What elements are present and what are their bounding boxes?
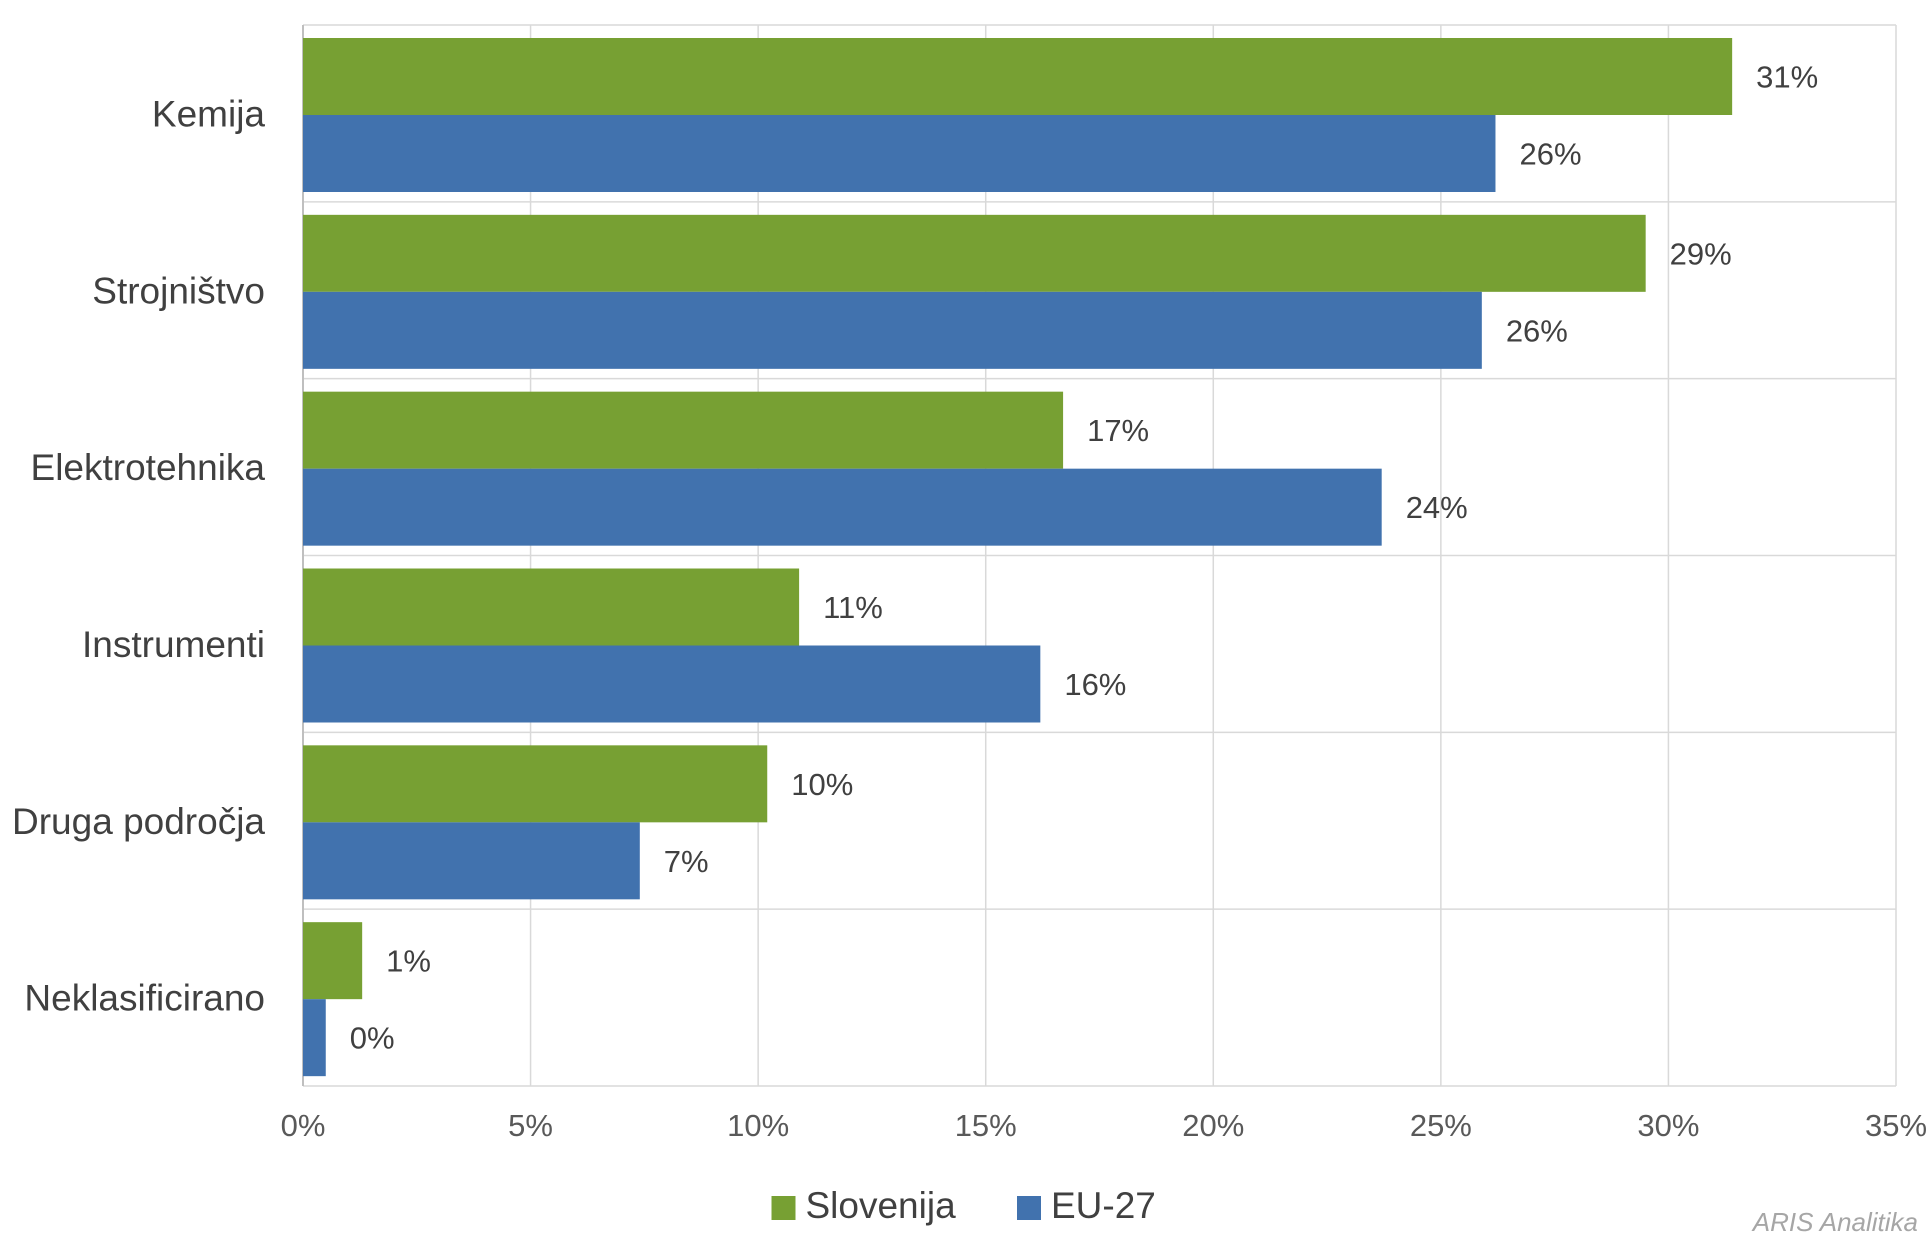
bar-slovenija bbox=[303, 214, 1646, 292]
bar-slovenija bbox=[303, 568, 800, 646]
x-tick-label: 15% bbox=[955, 1108, 1017, 1143]
x-tick-label: 30% bbox=[1637, 1108, 1699, 1143]
data-label: 31% bbox=[1756, 60, 1818, 95]
x-tick-label: 35% bbox=[1865, 1108, 1927, 1143]
x-tick-label: 25% bbox=[1410, 1108, 1472, 1143]
legend: Slovenija EU-27 bbox=[771, 1185, 1156, 1226]
category-label: Strojništvo bbox=[92, 270, 265, 311]
gridlines bbox=[302, 24, 1897, 1087]
data-label: 16% bbox=[1064, 667, 1126, 702]
bar-eu-27 bbox=[303, 115, 1496, 192]
category-label: Instrumenti bbox=[82, 624, 265, 665]
x-tick-label: 10% bbox=[727, 1108, 789, 1143]
x-tick-label: 5% bbox=[508, 1108, 553, 1143]
category-label: Kemija bbox=[152, 93, 266, 134]
legend-swatch bbox=[1017, 1196, 1041, 1220]
bar-eu-27 bbox=[303, 291, 1482, 369]
bar-slovenija bbox=[303, 391, 1064, 469]
category-labels: Kemija Strojništvo Elektrotehnika Instrumen… bbox=[12, 93, 265, 1018]
data-label: 26% bbox=[1519, 137, 1581, 172]
legend-label: EU-27 bbox=[1051, 1185, 1156, 1226]
category-label: Elektrotehnika bbox=[31, 447, 266, 488]
bar-slovenija bbox=[303, 38, 1733, 115]
data-label: 7% bbox=[664, 844, 709, 879]
bar-eu-27 bbox=[303, 999, 326, 1077]
bar-eu-27 bbox=[303, 822, 640, 900]
data-label: 10% bbox=[791, 767, 853, 802]
data-label: 26% bbox=[1506, 313, 1568, 348]
legend-swatch bbox=[771, 1196, 796, 1220]
category-label: Neklasificirano bbox=[24, 978, 265, 1019]
data-label: 29% bbox=[1670, 236, 1732, 271]
bar-slovenija bbox=[303, 922, 363, 1000]
data-label: 11% bbox=[823, 590, 883, 625]
data-label: 24% bbox=[1406, 490, 1468, 525]
data-labels: 31% 29% 17% 11% 10% 1% 26% 26% 24% 16% 7% 0% bbox=[350, 60, 1818, 1056]
x-axis-tick-labels: 0% 5% 10% 15% 20% 25% 30% 35% bbox=[281, 1108, 1927, 1143]
bar-eu-27 bbox=[303, 468, 1382, 546]
bars bbox=[303, 38, 1733, 1077]
watermark: ARIS Analitika bbox=[1751, 1207, 1918, 1237]
data-label: 17% bbox=[1087, 413, 1149, 448]
bar-eu-27 bbox=[303, 645, 1041, 723]
x-tick-label: 0% bbox=[281, 1108, 326, 1143]
x-tick-label: 20% bbox=[1182, 1108, 1244, 1143]
legend-label: Slovenija bbox=[806, 1185, 957, 1226]
data-label: 1% bbox=[386, 944, 431, 979]
category-label: Druga področja bbox=[12, 801, 265, 842]
bar-slovenija bbox=[303, 745, 768, 823]
data-label: 0% bbox=[350, 1021, 395, 1056]
